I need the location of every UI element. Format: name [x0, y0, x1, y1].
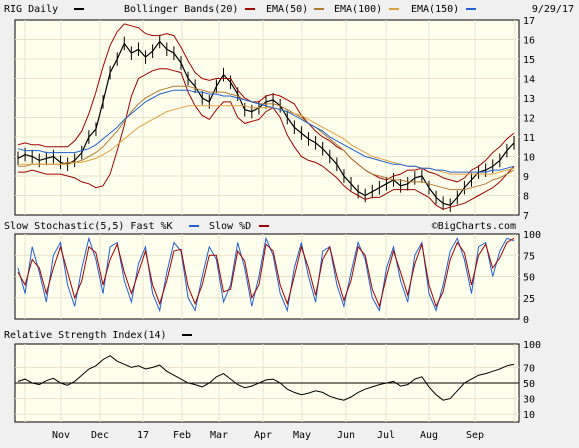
price-legend-bollinger-swatch	[245, 8, 255, 10]
price-ytick-13: 13	[523, 94, 535, 105]
x-axis-month-labels: Nov Dec 17 Feb Mar Apr May Jun Jul Aug Sep	[52, 430, 484, 441]
stochastic-ytick-25: 25	[523, 294, 535, 305]
price-legend-bollinger: Bollinger Bands(20)	[124, 4, 238, 15]
x-label-mar: Mar	[210, 430, 228, 441]
stochastic-ytick-0: 0	[523, 315, 529, 326]
price-ytick-12: 12	[523, 114, 535, 125]
rsi-legend: Relative Strength Index(14)	[4, 330, 192, 341]
price-legend-ema100: EMA(100)	[334, 4, 382, 15]
price-ytick-17: 17	[523, 16, 535, 27]
price-legend-rig-swatch	[74, 8, 84, 10]
x-label-jul: Jul	[377, 430, 395, 441]
price-ytick-10: 10	[523, 153, 535, 164]
x-label-aug: Aug	[420, 430, 438, 441]
price-legend-ema50-swatch	[314, 8, 324, 10]
rsi-ytick-10: 10	[523, 410, 535, 421]
rsi-ytick-50: 50	[523, 379, 535, 390]
rsi-panel: Relative Strength Index(14) 10 30 50 70 100	[4, 330, 541, 423]
price-series-1	[17, 23, 515, 183]
stochastic-legend-fast-swatch	[189, 225, 199, 227]
price-legend-rig-daily: RIG Daily	[4, 4, 58, 15]
x-label-dec: Dec	[91, 430, 109, 441]
price-ytick-9: 9	[523, 172, 529, 183]
price-panel: RIG Daily Bollinger Bands(20) EMA(50) EM…	[4, 4, 574, 222]
x-label-jun: Jun	[337, 430, 355, 441]
chart-date: 9/29/17	[532, 4, 574, 15]
rsi-ytick-70: 70	[523, 363, 535, 374]
x-label-may: May	[293, 430, 311, 441]
rsi-series-0	[17, 355, 515, 401]
price-legend-ema50: EMA(50)	[266, 4, 308, 15]
price-series-group	[17, 23, 515, 213]
stochastic-ytick-75: 75	[523, 251, 535, 262]
stochastic-panel: Slow Stochastic(5,5) Fast %K Slow %D ©Bi…	[4, 221, 541, 326]
stochastic-series-1	[17, 237, 515, 308]
price-series-5	[17, 89, 515, 173]
stochastic-legend: Slow Stochastic(5,5) Fast %K Slow %D ©Bi…	[4, 221, 516, 232]
rsi-legend-swatch	[182, 334, 192, 336]
stochastic-series-group	[17, 236, 515, 313]
rsi-ytick-30: 30	[523, 395, 535, 406]
price-legend: RIG Daily Bollinger Bands(20) EMA(50) EM…	[4, 4, 574, 15]
x-label-nov: Nov	[52, 430, 70, 441]
price-ytick-16: 16	[523, 36, 535, 47]
price-series-2	[18, 68, 515, 210]
x-label-apr: Apr	[254, 430, 272, 441]
rsi-gridlines	[15, 344, 519, 422]
stochastic-legend-slow-swatch	[259, 225, 269, 227]
stochastic-legend-slow: Slow %D	[209, 221, 251, 232]
x-label-17: 17	[137, 430, 149, 441]
rsi-series-group	[17, 355, 515, 401]
price-ytick-8: 8	[523, 192, 529, 203]
price-legend-ema150-swatch	[466, 8, 476, 10]
price-legend-ema150: EMA(150)	[411, 4, 459, 15]
rsi-legend-label: Relative Strength Index(14)	[4, 330, 167, 341]
x-label-feb: Feb	[173, 430, 191, 441]
price-yaxis-labels: 7 8 9 10 11 12 13 14 15 16 17	[523, 16, 535, 222]
price-series-3	[18, 85, 515, 191]
rsi-yaxis-labels: 10 30 50 70 100	[523, 340, 541, 421]
price-ytick-11: 11	[523, 133, 535, 144]
x-label-sep: Sep	[466, 430, 484, 441]
stochastic-ytick-50: 50	[523, 273, 535, 284]
price-legend-ema100-swatch	[389, 8, 399, 10]
stochastic-legend-fast: Slow Stochastic(5,5) Fast %K	[4, 221, 173, 232]
price-ytick-14: 14	[523, 75, 535, 86]
stochastic-yaxis-labels: 0 25 50 75 100	[523, 230, 541, 326]
price-ytick-15: 15	[523, 55, 535, 66]
price-ytick-7: 7	[523, 211, 529, 222]
stochastic-ytick-100: 100	[523, 230, 541, 241]
rsi-ytick-100: 100	[523, 340, 541, 351]
stochastic-series-0	[17, 236, 515, 313]
watermark: ©BigCharts.com	[432, 221, 516, 232]
